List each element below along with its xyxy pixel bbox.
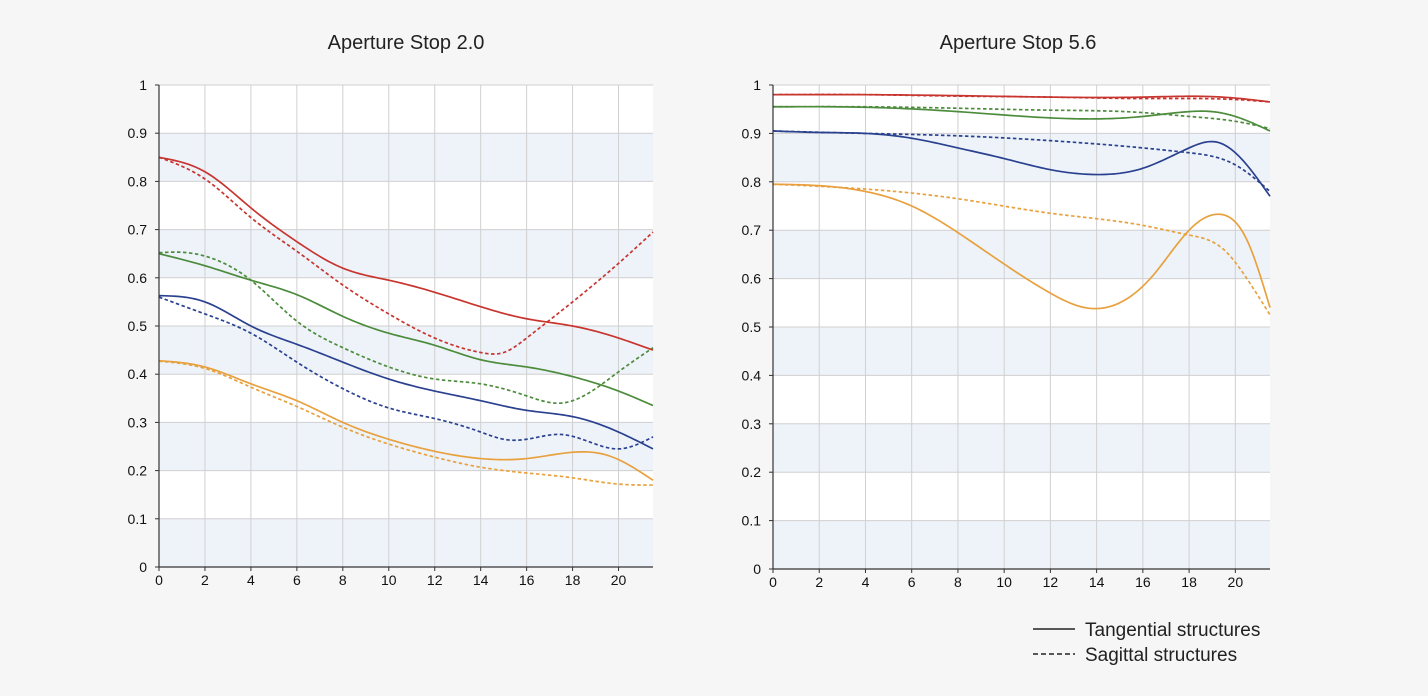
- series-line-blue-sagittal: [158, 296, 654, 450]
- series-line-orange-sagittal: [772, 183, 1271, 316]
- x-tick-label: 4: [247, 572, 255, 588]
- x-tick-label: 14: [473, 572, 489, 588]
- y-tick-label: 0.5: [128, 318, 148, 334]
- series-line-blue-sagittal: [772, 130, 1271, 193]
- series-line-orange-tangential: [772, 183, 1271, 310]
- legend-sagittal-label: Sagittal structures: [1085, 645, 1237, 666]
- x-tick-label: 8: [954, 574, 962, 590]
- y-tick-label: 0.2: [742, 464, 762, 480]
- series-line-green-tangential: [772, 105, 1271, 132]
- x-tick-label: 12: [1043, 574, 1059, 590]
- x-tick-label: 6: [908, 574, 916, 590]
- series-line-orange-tangential: [158, 359, 654, 481]
- series-line-red-tangential: [158, 156, 654, 351]
- plot-band: [773, 327, 1270, 376]
- y-tick-label: 0: [139, 559, 147, 575]
- series-line-red-sagittal: [158, 156, 654, 355]
- chart-title: Aperture Stop 2.0: [328, 32, 485, 54]
- y-tick-label: 0.2: [128, 463, 148, 479]
- y-tick-label: 0.5: [742, 319, 762, 335]
- plot-band: [773, 423, 1270, 473]
- y-tick-label: 0.4: [742, 367, 762, 383]
- y-tick-label: 0.6: [742, 271, 762, 287]
- series-line-red-tangential: [772, 93, 1271, 103]
- series-line-blue-tangential: [158, 294, 654, 450]
- legend: Tangential structures Sagittal structure…: [1033, 620, 1260, 666]
- x-tick-label: 0: [769, 574, 777, 590]
- y-tick-label: 0.7: [742, 222, 762, 238]
- y-tick-label: 0.7: [128, 222, 148, 238]
- plot-band: [773, 133, 1270, 182]
- plot-band: [773, 230, 1270, 279]
- plot-band: [159, 518, 653, 567]
- y-tick-label: 0.3: [128, 414, 148, 430]
- x-tick-label: 20: [1228, 574, 1244, 590]
- plot-band: [773, 520, 1270, 569]
- y-tick-label: 0.3: [742, 416, 762, 432]
- x-tick-label: 20: [611, 572, 627, 588]
- chart-aperture-2-0: Aperture Stop 2.0 0 0.1 0.2 0.3 0.4 0.5 0.6 0.7…: [128, 32, 654, 588]
- x-tick-label: 6: [293, 572, 301, 588]
- chart-title: Aperture Stop 5.6: [940, 32, 1097, 54]
- series-line-green-sagittal: [158, 251, 654, 405]
- x-tick-label: 16: [1135, 574, 1151, 590]
- y-tick-label: 1: [139, 77, 147, 93]
- chart-aperture-5-6: Aperture Stop 5.6 0 0.1 0.2 0.3 0.4 0.5 0.6 0.7…: [742, 32, 1271, 590]
- x-tick-label: 8: [339, 572, 347, 588]
- series-line-green-tangential: [158, 252, 654, 407]
- x-tick-label: 14: [1089, 574, 1105, 590]
- y-tick-label: 0.1: [742, 513, 762, 529]
- y-tick-label: 0: [753, 561, 761, 577]
- plot-band: [159, 133, 653, 182]
- x-tick-label: 10: [381, 572, 397, 588]
- legend-tangential-label: Tangential structures: [1085, 620, 1260, 641]
- x-tick-label: 10: [996, 574, 1012, 590]
- series-line-red-sagittal: [772, 93, 1271, 103]
- x-tick-label: 4: [862, 574, 870, 590]
- y-tick-label: 0.8: [742, 174, 762, 190]
- x-tick-label: 12: [427, 572, 443, 588]
- x-tick-label: 0: [155, 572, 163, 588]
- plot-band: [159, 422, 653, 471]
- y-tick-label: 0.8: [128, 173, 148, 189]
- plot-band: [159, 229, 653, 278]
- y-tick-label: 0.4: [128, 366, 148, 382]
- series-line-orange-sagittal: [158, 360, 653, 486]
- y-tick-label: 1: [753, 77, 761, 93]
- y-tick-label: 0.9: [128, 125, 148, 141]
- x-tick-label: 18: [565, 572, 581, 588]
- y-tick-label: 0.9: [742, 125, 762, 141]
- x-tick-label: 18: [1181, 574, 1197, 590]
- x-tick-label: 16: [519, 572, 535, 588]
- x-tick-label: 2: [815, 574, 823, 590]
- x-tick-label: 2: [201, 572, 209, 588]
- y-tick-label: 0.6: [128, 270, 148, 286]
- y-tick-label: 0.1: [128, 511, 148, 527]
- plot-band: [159, 326, 653, 375]
